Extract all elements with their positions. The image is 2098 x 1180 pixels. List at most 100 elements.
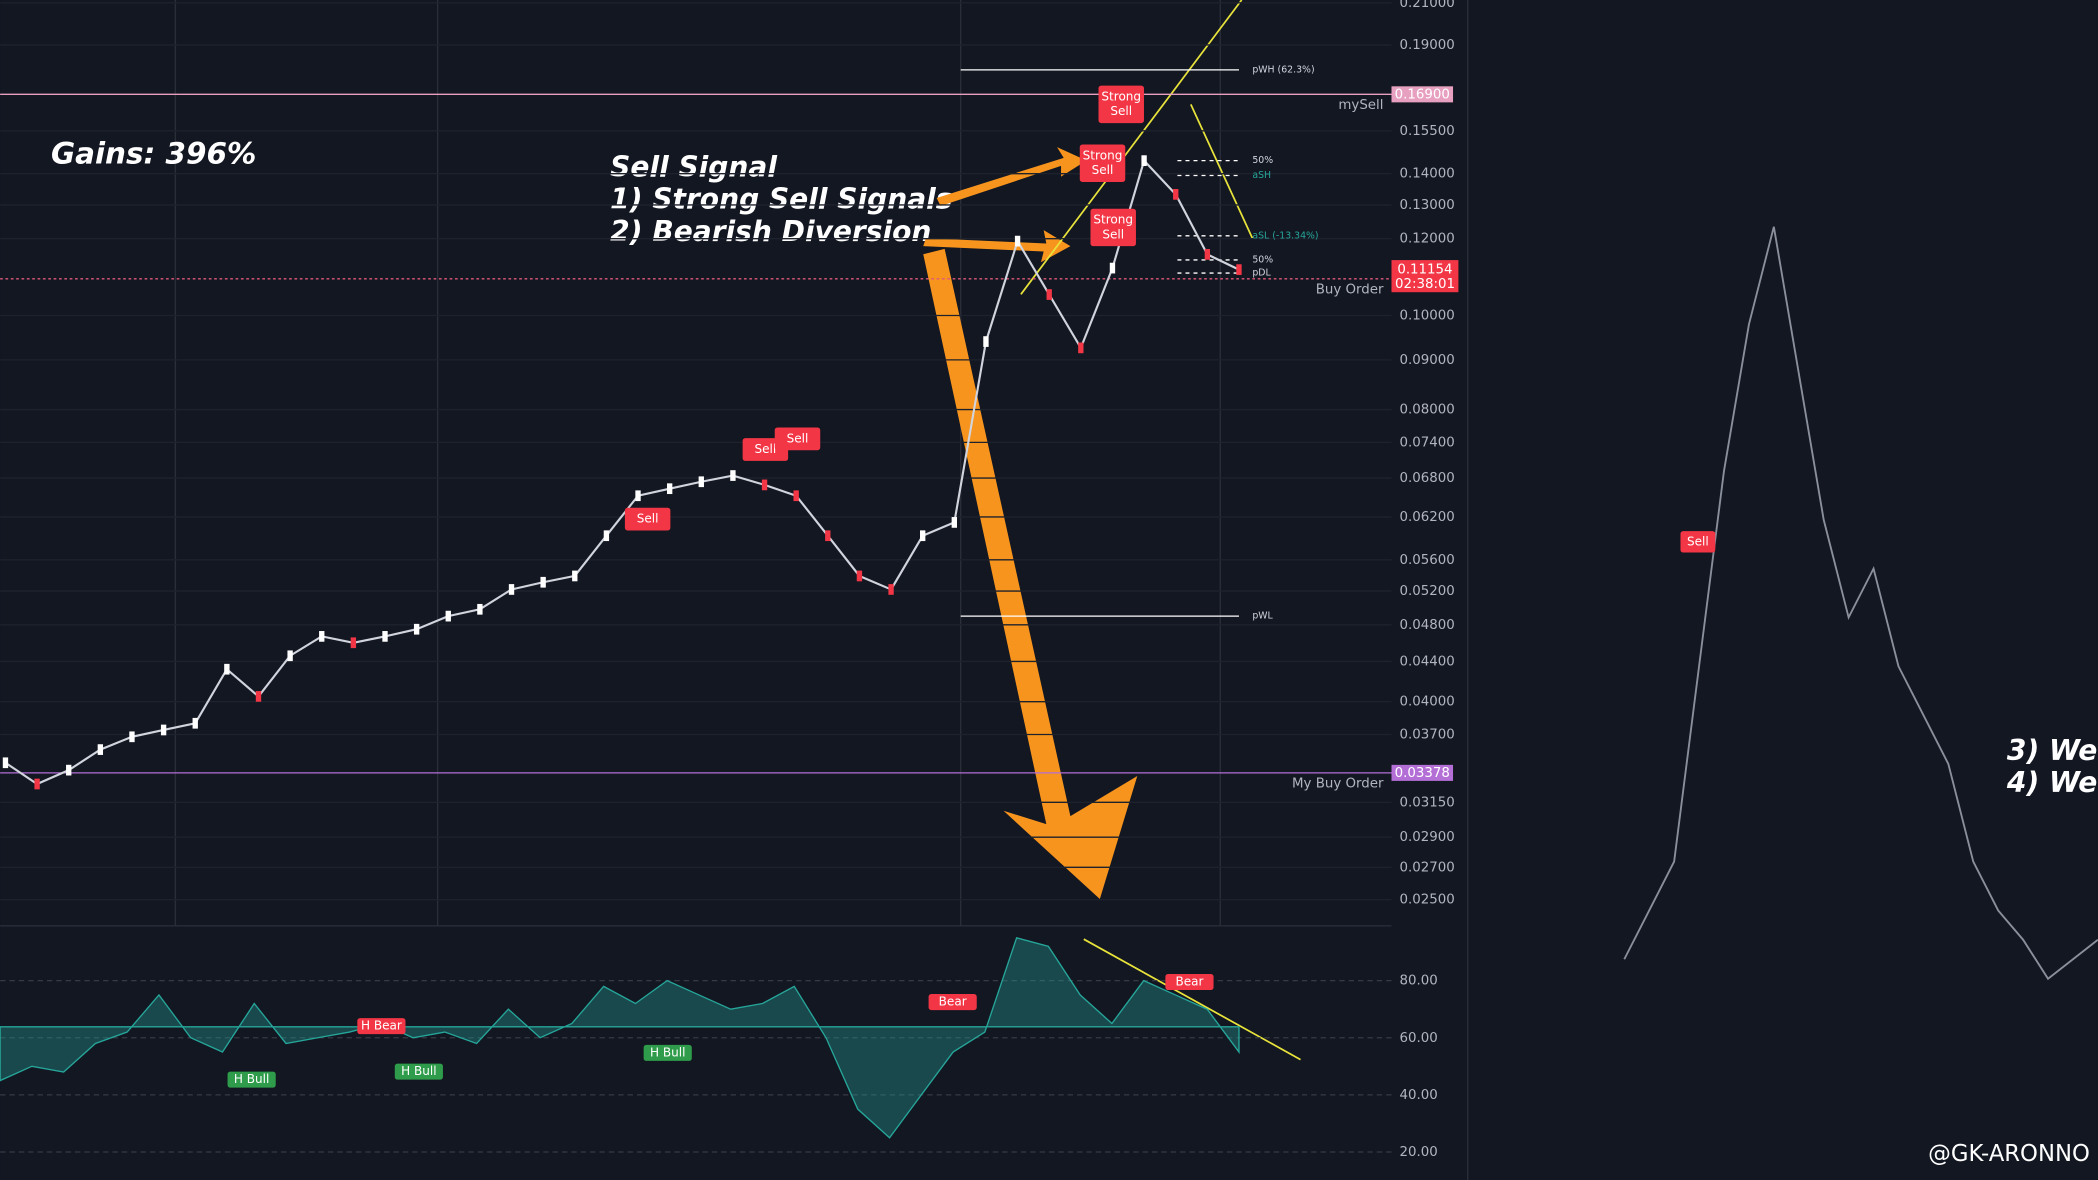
y-tick-label: 0.04400 [1400,654,1455,669]
candle [1109,262,1116,274]
y-tick-label: 0.03150 [1400,795,1455,810]
signal-bg [774,427,821,451]
price-line [4,158,1240,786]
candle [1046,289,1052,300]
candle [287,650,293,662]
candle [1014,235,1021,247]
tag-label: aSH [1252,170,1271,181]
tag-label: pWH (62.3%) [1252,64,1314,75]
signal-text: Sell [637,512,659,526]
signal-bg [1090,208,1136,247]
countdown: 02:38:01 [1395,277,1455,292]
candle [951,517,957,528]
candle [983,336,989,347]
tag-label: pDL [1252,268,1271,279]
candle [761,479,768,491]
candle [572,570,578,582]
signal-text: Sell [1092,163,1114,177]
candle [603,530,610,542]
annotation: 2) Bearish Diversion [610,215,931,248]
signal-text: Strong [1101,89,1141,103]
arrow [923,230,1071,263]
candle [1078,342,1084,354]
candle [477,603,483,615]
div-bg [357,1018,406,1035]
y-tick-label: 0.12000 [1400,232,1455,247]
candle [698,476,704,488]
y-tick-label: 0.21000 [1400,0,1455,11]
candle [1204,249,1211,260]
price-tag-bg [1391,86,1454,103]
y-tick-label: 0.07400 [1400,435,1455,450]
y-tick-label: 0.05600 [1400,553,1455,568]
div-label: H Bull [401,1064,436,1078]
y-tick-label: 0.06800 [1400,471,1455,486]
candle [382,631,388,642]
candle [350,637,357,649]
candle [34,778,40,790]
div-label: Bear [939,995,967,1009]
y-tick-label: 0.04000 [1400,695,1455,710]
price-tag-bg [1391,764,1454,781]
candle [635,490,641,502]
y-tick-label: 80.00 [1400,974,1438,989]
level-name: My Buy Order [1292,777,1384,792]
tag-label: 50% [1252,254,1273,265]
candle [1141,155,1147,166]
y-tick-label: 0.14000 [1400,167,1455,182]
candle [97,744,104,755]
candle [666,483,673,495]
candle [825,530,831,542]
level-name: Buy Order [1316,282,1384,297]
arrow [936,147,1087,207]
osc-area [0,936,1240,1139]
last-price-bg [1391,260,1459,293]
arrow [923,248,1138,900]
signal-text: Sell [1102,227,1124,241]
trend-line [1020,0,1243,295]
candle [319,631,325,642]
candle [129,731,135,743]
annotation: 4) We [2006,766,2097,799]
candle [160,724,167,736]
gains-text: Gains: 396% [51,137,256,171]
right-line [1623,226,2098,981]
y-tick-label: 0.19000 [1400,38,1455,53]
y-tick-label: 0.02700 [1400,860,1455,875]
candle [255,691,262,702]
div-bg [928,994,977,1011]
y-tick-label: 20.00 [1400,1145,1438,1160]
candle [192,717,198,729]
candle [508,584,515,595]
y-tick-label: 0.04800 [1400,618,1455,633]
y-tick-label: 0.10000 [1400,308,1455,323]
y-tick-label: 0.02500 [1400,893,1455,908]
candle [66,764,72,776]
candle [224,663,230,675]
price-tag: 0.03378 [1395,766,1450,781]
candle [413,623,420,635]
signal-text: Sell [755,442,777,456]
signal-bg [624,507,671,531]
y-tick-label: 0.09000 [1400,353,1455,368]
y-tick-label: 40.00 [1400,1088,1438,1103]
signal-text: Sell [1110,104,1132,118]
tag-label: 50% [1252,155,1273,166]
candle [793,490,799,502]
signal-bg [1680,531,1716,553]
price-tag: 0.16900 [1395,87,1450,102]
y-tick-label: 0.03700 [1400,728,1455,743]
y-tick-label: 60.00 [1400,1031,1438,1046]
trend-line [1190,103,1254,239]
y-tick-label: 0.06200 [1400,510,1455,525]
watermark: @GK-ARONNO [1928,1141,2090,1167]
candle [856,570,863,582]
div-bg [394,1063,443,1080]
y-tick-label: 0.02900 [1400,830,1455,845]
div-label: H Bull [234,1072,269,1086]
candle [730,470,736,481]
level-name: mySell [1338,98,1383,113]
